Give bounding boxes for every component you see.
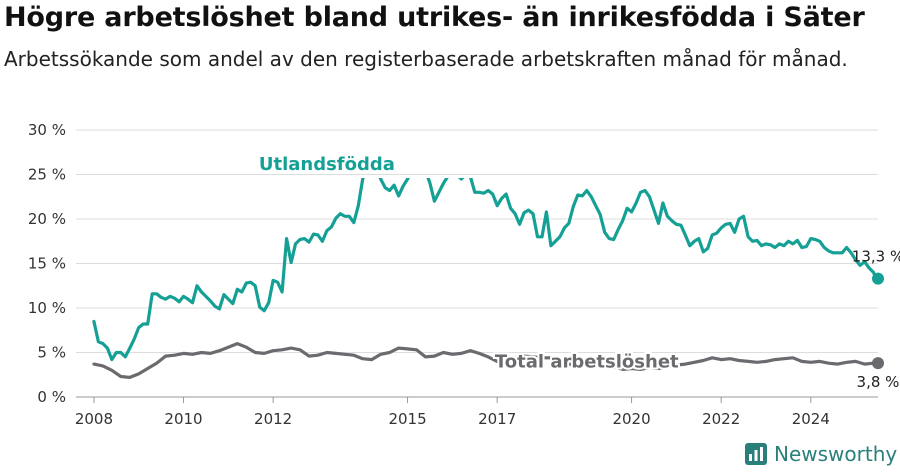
y-tick-label: 10 % <box>28 299 66 317</box>
chart-title: Högre arbetslöshet bland utrikes- än inr… <box>4 2 865 33</box>
series-labels: 13,3 % 3,8 % Utlandsfödda Total arbetslöshe… <box>257 152 900 391</box>
series-name-label-utlandsf-dda: Utlandsfödda <box>259 154 395 175</box>
x-axis: 2008 2010 2012 2015 2017 2020 2022 2024 <box>75 397 830 428</box>
series-end-label-utlandsf-dda: 13,3 % <box>852 248 900 266</box>
chart-subtitle: Arbetssökande som andel av den registerb… <box>4 47 848 71</box>
x-tick-label: 2008 <box>75 410 113 428</box>
grid-lines <box>76 129 878 398</box>
y-tick-label: 30 % <box>28 121 66 139</box>
series-line-utlandsf-dda <box>92 178 878 362</box>
x-tick-label: 2017 <box>478 410 516 428</box>
x-tick-label: 2015 <box>388 410 426 428</box>
series-line-total-arbetsl-shet <box>92 342 880 379</box>
x-tick-label: 2024 <box>792 410 830 428</box>
x-tick-label: 2022 <box>702 410 740 428</box>
y-tick-label: 25 % <box>28 166 66 184</box>
x-tick-label: 2010 <box>164 410 202 428</box>
y-axis: 0 % 5 % 10 % 15 % 20 % 25 % 30 % <box>28 121 66 406</box>
y-tick-label: 15 % <box>28 255 66 273</box>
x-tick-label: 2020 <box>612 410 650 428</box>
y-tick-label: 20 % <box>28 210 66 228</box>
series-end-point-utlandsf-dda <box>872 272 884 285</box>
brand-name: Newsworthy <box>774 442 898 466</box>
y-tick-label: 5 % <box>37 344 66 362</box>
x-tick-label: 2012 <box>254 410 292 428</box>
newsworthy-logo-icon <box>745 443 767 465</box>
series-lines <box>92 178 884 379</box>
series-end-point-total-arbetsl-shet <box>872 357 884 370</box>
series-name-label-total-arbetsl-shet: Total arbetslöshet <box>495 352 679 373</box>
series-end-label-total-arbetsl-shet: 3,8 % <box>857 373 900 391</box>
brand-logo: Newsworthy <box>744 442 897 466</box>
y-tick-label: 0 % <box>37 388 66 406</box>
